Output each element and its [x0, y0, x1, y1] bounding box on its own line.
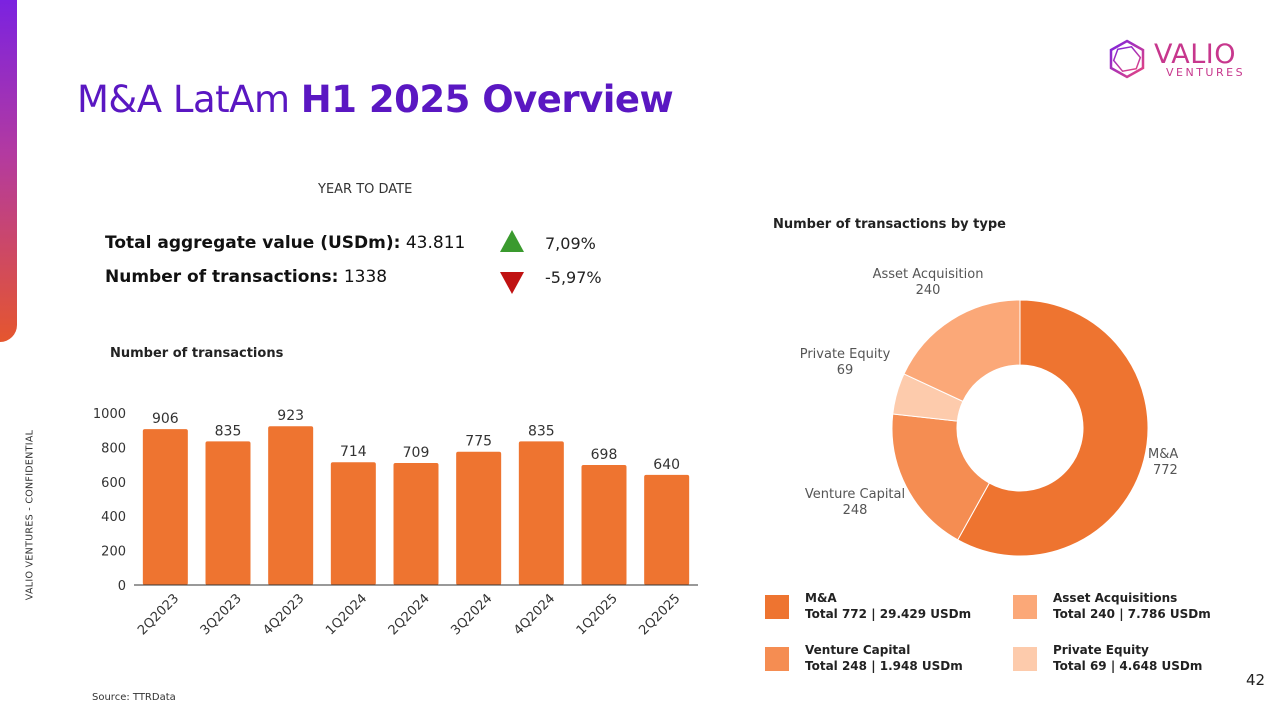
slice-value-label: 69 — [837, 363, 854, 378]
x-tick-label: 2Q2023 — [135, 591, 182, 638]
transactions-value: 1338 — [343, 267, 388, 287]
bar-value-label: 835 — [528, 423, 555, 439]
x-tick-label: 1Q2024 — [323, 591, 370, 638]
valio-logo: VALIO VENTURES — [1106, 38, 1248, 80]
accent-gradient-bar — [0, 0, 17, 342]
legend-total: Total 69 | 4.648 USDm — [1053, 659, 1203, 673]
title-light: M&A LatAm — [77, 78, 301, 121]
x-tick-label: 4Q2023 — [260, 591, 307, 638]
ytd-label: YEAR TO DATE — [318, 182, 413, 197]
legend-swatch — [765, 595, 789, 619]
x-tick-label: 4Q2024 — [511, 591, 558, 638]
bar — [268, 426, 314, 585]
y-tick-label: 200 — [101, 545, 126, 560]
y-tick-label: 800 — [101, 441, 126, 456]
legend-item-private-equity: Private Equity Total 69 | 4.648 USDm — [1013, 643, 1253, 679]
title-bold: H1 2025 Overview — [300, 78, 674, 121]
legend-swatch — [1013, 595, 1037, 619]
slice-label: Private Equity — [800, 347, 891, 362]
bar-value-label: 714 — [340, 444, 367, 460]
bar — [518, 441, 564, 585]
slice-value-label: 240 — [916, 283, 941, 298]
y-tick-label: 600 — [101, 476, 126, 491]
page-title: M&A LatAm H1 2025 Overview — [77, 78, 674, 121]
source-note: Source: TTRData — [92, 692, 176, 703]
legend-item-asset-acquisitions: Asset Acquisitions Total 240 | 7.786 USD… — [1013, 591, 1253, 627]
donut-slice — [903, 299, 1021, 403]
transactions-bar-chart: 0 200 400 600 800 1000 906 2Q2023 835 3Q2023 923 4Q… — [93, 407, 698, 638]
aggregate-change: 7,09% — [545, 234, 596, 253]
aggregate-label: Total aggregate value (USDm): — [105, 233, 401, 253]
confidential-label: VALIO VENTURES - CONFIDENTIAL — [24, 429, 36, 601]
slice-value-label: 772 — [1153, 463, 1178, 478]
page-number: 42 — [1246, 671, 1266, 689]
bar-value-label: 835 — [215, 423, 242, 439]
up-arrow-icon — [500, 230, 524, 252]
y-tick-label: 0 — [118, 579, 126, 594]
bar-chart-title: Number of transactions — [110, 346, 284, 361]
bar — [330, 462, 376, 585]
bar — [456, 451, 502, 585]
legend-total: Total 248 | 1.948 USDm — [805, 659, 963, 673]
slice-label: Venture Capital — [805, 487, 905, 502]
bar-value-label: 640 — [653, 457, 680, 473]
down-arrow-icon — [500, 272, 524, 294]
legend-name: Private Equity — [1053, 643, 1149, 657]
legend-item-venture-capital: Venture Capital Total 248 | 1.948 USDm — [765, 643, 1005, 679]
y-tick-label: 400 — [101, 510, 126, 525]
bar — [393, 463, 439, 585]
slice-label: Asset Acquisition — [873, 267, 984, 282]
x-tick-label: 3Q2023 — [198, 591, 245, 638]
y-tick-label: 1000 — [93, 407, 126, 422]
aggregate-value-metric: Total aggregate value (USDm): 43.811 — [105, 233, 465, 253]
legend-name: Asset Acquisitions — [1053, 591, 1178, 605]
x-tick-label: 1Q2025 — [574, 591, 621, 638]
logo-subtitle: VENTURES — [1166, 66, 1246, 79]
slice-value-label: 248 — [843, 503, 868, 518]
legend-swatch — [1013, 647, 1037, 671]
bar-value-label: 923 — [277, 408, 304, 424]
legend-item-ma: M&A Total 772 | 29.429 USDm — [765, 591, 1005, 627]
x-tick-label: 3Q2024 — [448, 591, 495, 638]
pie-chart-title: Number of transactions by type — [773, 217, 1006, 232]
bar — [644, 474, 690, 585]
legend-swatch — [765, 647, 789, 671]
x-tick-label: 2Q2025 — [636, 591, 683, 638]
legend-total: Total 240 | 7.786 USDm — [1053, 607, 1211, 621]
hexagon-logo-icon — [1109, 39, 1145, 79]
legend-total: Total 772 | 29.429 USDm — [805, 607, 972, 621]
legend-name: Venture Capital — [805, 643, 911, 657]
bar — [142, 429, 188, 585]
transactions-metric: Number of transactions: 1338 — [105, 267, 387, 287]
bar-value-label: 775 — [465, 434, 492, 450]
legend-name: M&A — [805, 591, 837, 605]
transactions-change: -5,97% — [545, 268, 602, 287]
bar — [205, 441, 251, 585]
bar — [581, 464, 627, 585]
slice-label: M&A — [1148, 447, 1178, 462]
x-tick-label: 2Q2024 — [386, 591, 433, 638]
bar-value-label: 698 — [591, 447, 618, 463]
aggregate-value: 43.811 — [405, 233, 466, 253]
transactions-label: Number of transactions: — [105, 267, 339, 287]
donut-slice — [957, 299, 1149, 557]
bar-value-label: 709 — [403, 445, 430, 461]
bar-value-label: 906 — [152, 411, 179, 427]
logo-name: VALIO — [1154, 39, 1236, 70]
